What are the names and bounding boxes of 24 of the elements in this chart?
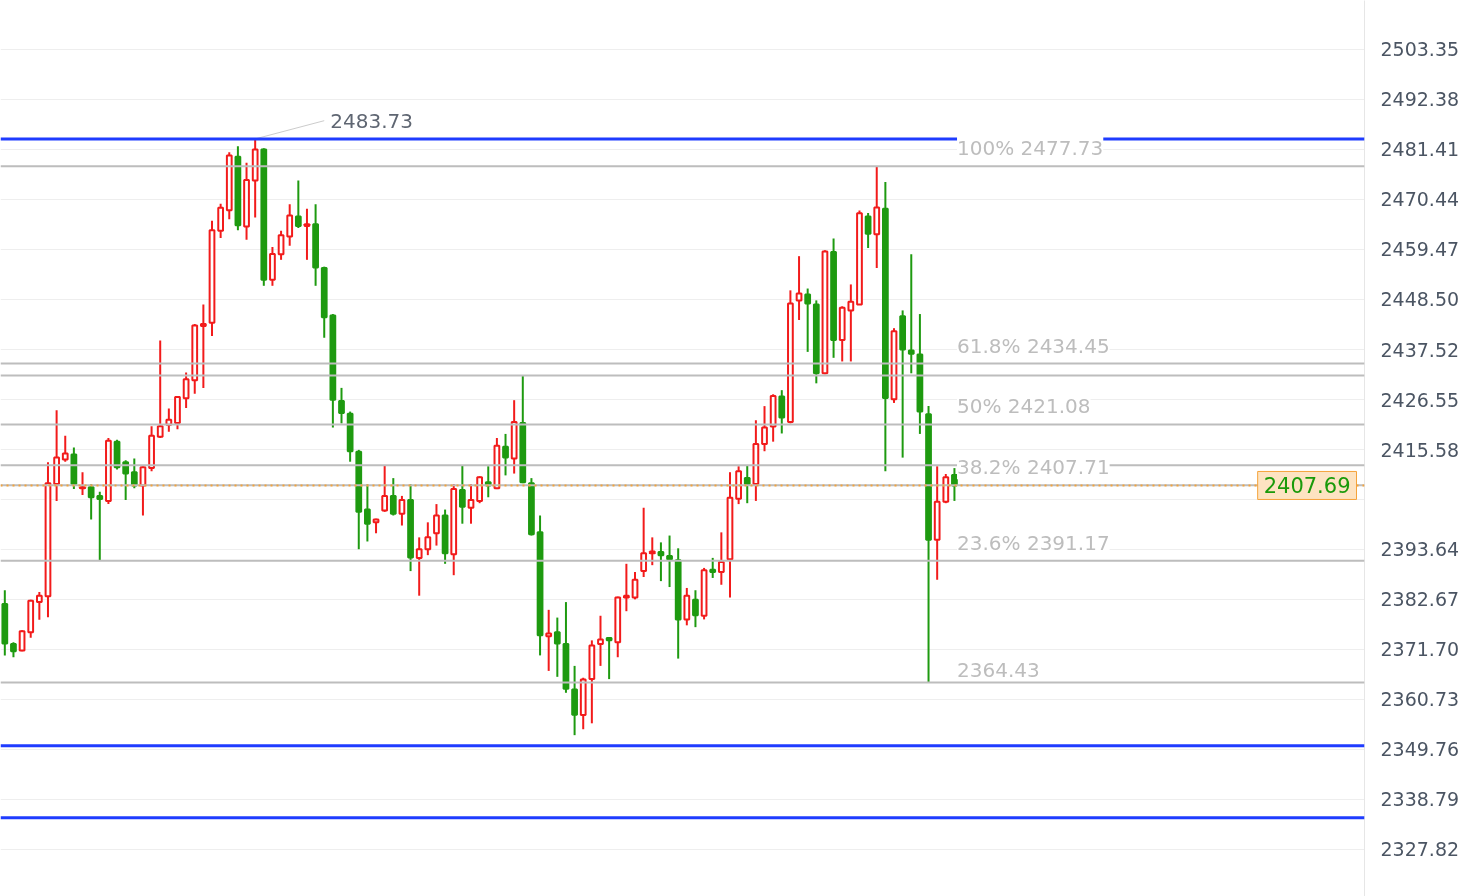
y-tick-label: 2371.70 — [1380, 638, 1460, 661]
annotation: 2483.73 — [330, 108, 413, 133]
y-tick-label: 2382.67 — [1380, 588, 1460, 611]
ref-line-label: 100% 2477.73 — [957, 136, 1104, 161]
ref-line-label: 2364.43 — [957, 657, 1040, 682]
y-tick-label: 2393.64 — [1380, 538, 1460, 561]
y-tick-label: 2349.76 — [1380, 738, 1460, 761]
y-tick-label: 2360.73 — [1380, 688, 1460, 711]
y-tick-label: 2492.38 — [1380, 88, 1460, 111]
y-tick-label: 2470.44 — [1380, 188, 1460, 211]
y-tick-label: 2338.79 — [1380, 788, 1460, 811]
ref-line-label: 38.2% 2407.71 — [957, 455, 1110, 480]
y-tick-label: 2437.52 — [1380, 338, 1460, 361]
y-tick-label: 2448.50 — [1380, 288, 1460, 311]
ref-line-label: 2407.69 — [1263, 474, 1351, 499]
ref-line-label: 50% 2421.08 — [957, 394, 1091, 419]
y-tick-label: 2503.35 — [1380, 38, 1460, 61]
y-tick-label: 2327.82 — [1380, 838, 1460, 861]
y-tick-label: 2426.55 — [1380, 388, 1460, 411]
y-tick-label: 2481.41 — [1380, 138, 1460, 161]
y-tick-label: 2415.58 — [1380, 438, 1460, 461]
y-tick-label: 2459.47 — [1380, 238, 1460, 261]
ref-line-label: 61.8% 2434.45 — [957, 333, 1110, 358]
ref-line-label: 23.6% 2391.17 — [957, 530, 1110, 555]
